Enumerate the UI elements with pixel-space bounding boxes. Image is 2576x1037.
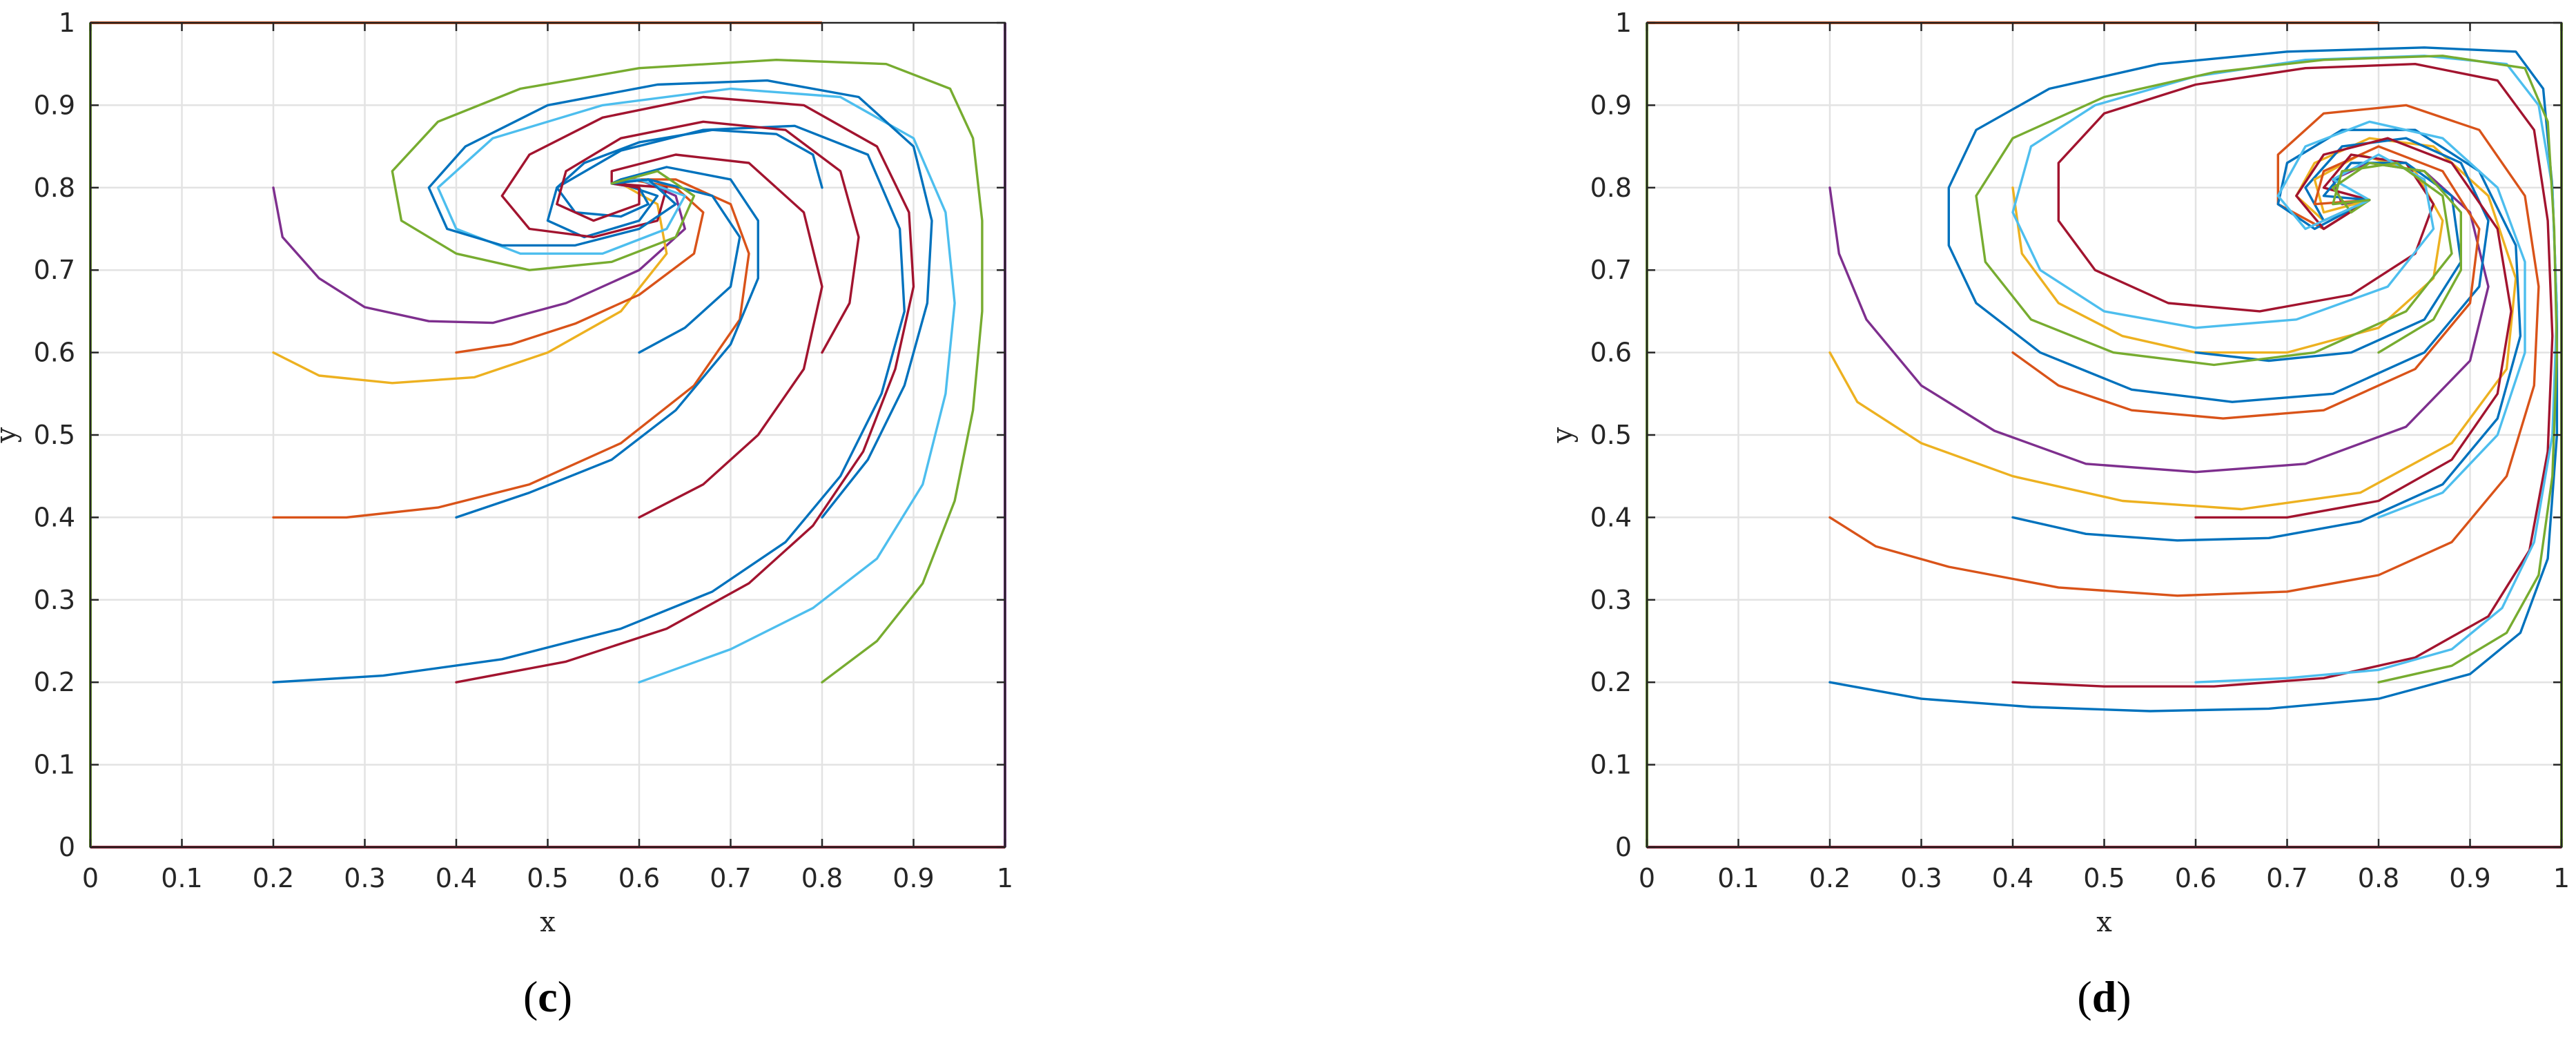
x-tick-label: 0.3 xyxy=(344,863,385,893)
trajectory-0.4-0.4 xyxy=(455,166,759,519)
grid xyxy=(1647,23,2562,847)
trajectory-0.6-0.4 xyxy=(2194,137,2512,519)
trajectory-0.6-0.2 xyxy=(436,87,956,684)
y-tick-label: 0.9 xyxy=(34,90,75,120)
y-tick-label: 0.6 xyxy=(34,338,75,368)
trajectory-0.4-0.2 xyxy=(2011,63,2554,688)
trajectory-0.8-0.6 xyxy=(2332,162,2462,354)
trajectory-0.8-0.6 xyxy=(556,120,860,354)
y-tick-label: 0.9 xyxy=(1590,90,1632,120)
x-tick-label: 0.4 xyxy=(436,863,477,893)
y-tick-label: 0.1 xyxy=(34,750,75,780)
trajectory-0.8-0.8 xyxy=(556,128,823,218)
y-tick-label: 1 xyxy=(59,8,75,38)
trajectory-0.2-0.4 xyxy=(272,178,750,519)
x-tick-label: 0.9 xyxy=(2449,863,2490,893)
trajectory-0.2-0.8 xyxy=(272,178,686,324)
y-tick-label: 0.3 xyxy=(1590,585,1632,615)
x-tick-label: 0.6 xyxy=(618,863,660,893)
y-tick-label: 0.2 xyxy=(34,667,75,697)
y-tick-label: 0.3 xyxy=(34,585,75,615)
trajectory-0.2-0.6 xyxy=(1828,137,2517,511)
y-tick-label: 1 xyxy=(1615,8,1632,38)
trajectories xyxy=(272,59,984,684)
y-tick-label: 0.8 xyxy=(34,173,75,203)
panel-label: (d) xyxy=(2077,972,2131,1021)
x-tick-label: 1 xyxy=(2553,863,2570,893)
x-tick-label: 0.7 xyxy=(2266,863,2307,893)
panel-d: 0 0.1 0.2 0.3 0.4 0.5 0.6 0.7 0.8 0.9 1 0 0.1 0.2 0.3 0… xyxy=(1547,8,2570,1021)
x-tick-label: 0.5 xyxy=(527,863,568,893)
y-tick-label: 0 xyxy=(59,832,75,862)
trajectory-0.6-0.6 xyxy=(2194,162,2462,362)
x-axis-label: x xyxy=(2096,907,2112,938)
y-tick-label: 0.8 xyxy=(1590,173,1632,203)
trajectory-0.4-0.6 xyxy=(2011,145,2481,420)
y-tick-label: 0 xyxy=(1615,832,1632,862)
y-tick-label: 0.7 xyxy=(1590,255,1632,285)
y-axis-label: y xyxy=(0,427,22,443)
trajectory-0.8-0.2 xyxy=(391,59,984,684)
y-tick-label: 0.1 xyxy=(1590,750,1632,780)
x-tick-label: 0.1 xyxy=(161,863,202,893)
x-tick-label: 0.7 xyxy=(710,863,751,893)
y-tick-label: 0.5 xyxy=(34,420,75,450)
x-tick-label: 0.8 xyxy=(2358,863,2399,893)
x-tick-label: 0.4 xyxy=(1992,863,2033,893)
x-tick-label: 0.6 xyxy=(2175,863,2216,893)
y-tick-label: 0.2 xyxy=(1590,667,1632,697)
ticks: 0 0.1 0.2 0.3 0.4 0.5 0.6 0.7 0.8 0.9 1 0 0.1 0.2 0.3 0… xyxy=(1590,8,2570,893)
panel-letter: d xyxy=(2092,972,2117,1021)
y-tick-label: 0.4 xyxy=(34,502,75,532)
y-tick-label: 0.5 xyxy=(1590,420,1632,450)
panel-c: 0 0.1 0.2 0.3 0.4 0.5 0.6 0.7 0.8 0.9 1 0 0.1 0.2 0.3 0… xyxy=(0,8,1013,1021)
x-tick-label: 0.9 xyxy=(892,863,934,893)
y-axis-label: y xyxy=(1547,427,1579,443)
x-tick-label: 0.5 xyxy=(2083,863,2125,893)
x-axis-label: x xyxy=(540,907,556,938)
trajectory-0.8-0.4 xyxy=(427,79,933,519)
trajectory-0.8-0.4 xyxy=(2276,120,2526,519)
trajectory-0.4-0.4 xyxy=(2011,128,2522,542)
y-tick-label: 0.6 xyxy=(1590,338,1632,368)
trajectory-0.6-0.4 xyxy=(610,153,823,519)
ticks: 0 0.1 0.2 0.3 0.4 0.5 0.6 0.7 0.8 0.9 1 0 0.1 0.2 0.3 0… xyxy=(34,8,1014,893)
x-tick-label: 0 xyxy=(1639,863,1655,893)
x-tick-label: 0.2 xyxy=(1809,863,1851,893)
x-tick-label: 0.2 xyxy=(253,863,294,893)
panel-letter: c xyxy=(538,972,557,1021)
x-tick-label: 0.3 xyxy=(1900,863,1942,893)
trajectory-0.2-0.4 xyxy=(1828,104,2540,597)
x-tick-label: 0 xyxy=(82,863,99,893)
x-tick-label: 0.1 xyxy=(1717,863,1759,893)
x-tick-label: 0.8 xyxy=(801,863,843,893)
panel-label: (c) xyxy=(523,972,572,1021)
y-tick-label: 0.4 xyxy=(1590,502,1632,532)
y-tick-label: 0.7 xyxy=(34,255,75,285)
trajectory-0.4-0.2 xyxy=(455,95,915,684)
x-tick-label: 1 xyxy=(997,863,1013,893)
